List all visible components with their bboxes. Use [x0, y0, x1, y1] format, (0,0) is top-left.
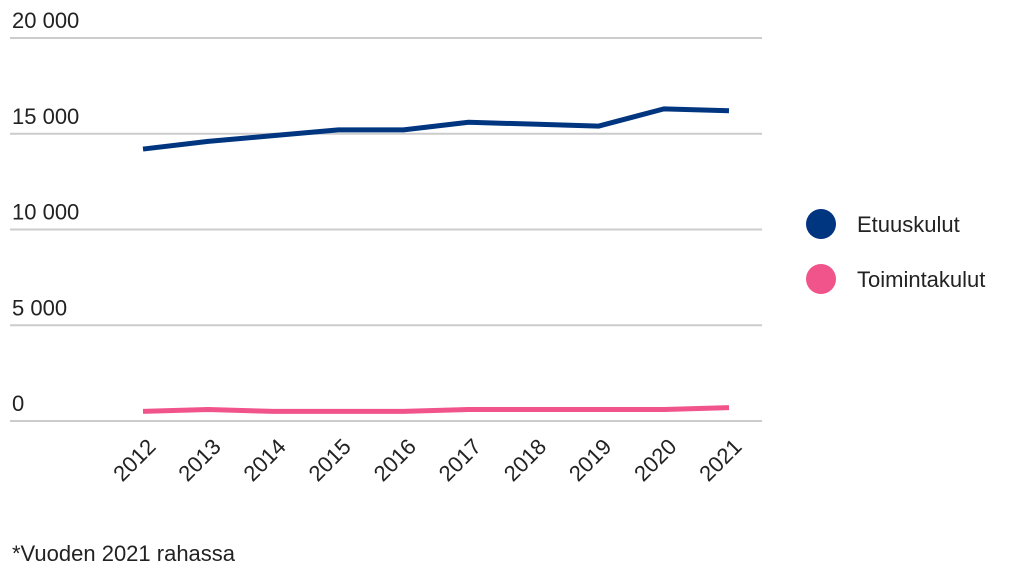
footnote: *Vuoden 2021 rahassa	[12, 541, 236, 566]
y-tick-label: 15 000	[12, 104, 79, 129]
line-series	[142, 405, 730, 414]
y-tick-label: 20 000	[12, 8, 79, 33]
legend-marker	[806, 209, 836, 239]
y-tick-label: 0	[12, 391, 24, 416]
y-tick-label: 5 000	[12, 295, 67, 320]
line-series	[142, 106, 730, 152]
x-tick-label: 2015	[304, 434, 356, 486]
x-tick-label: 2020	[629, 434, 681, 486]
legend-label: Toimintakulut	[857, 267, 985, 292]
x-tick-label: 2019	[564, 434, 616, 486]
legend-marker	[806, 264, 836, 294]
x-tick-label: 2016	[369, 434, 421, 486]
legend-label: Etuuskulut	[857, 212, 960, 237]
x-tick-label: 2017	[434, 434, 486, 486]
x-tick-label: 2014	[238, 434, 290, 486]
y-tick-label: 10 000	[12, 200, 79, 225]
x-tick-label: 2012	[108, 434, 160, 486]
x-tick-label: 2021	[694, 434, 746, 486]
x-tick-label: 2013	[173, 434, 225, 486]
x-tick-label: 2018	[499, 434, 551, 486]
